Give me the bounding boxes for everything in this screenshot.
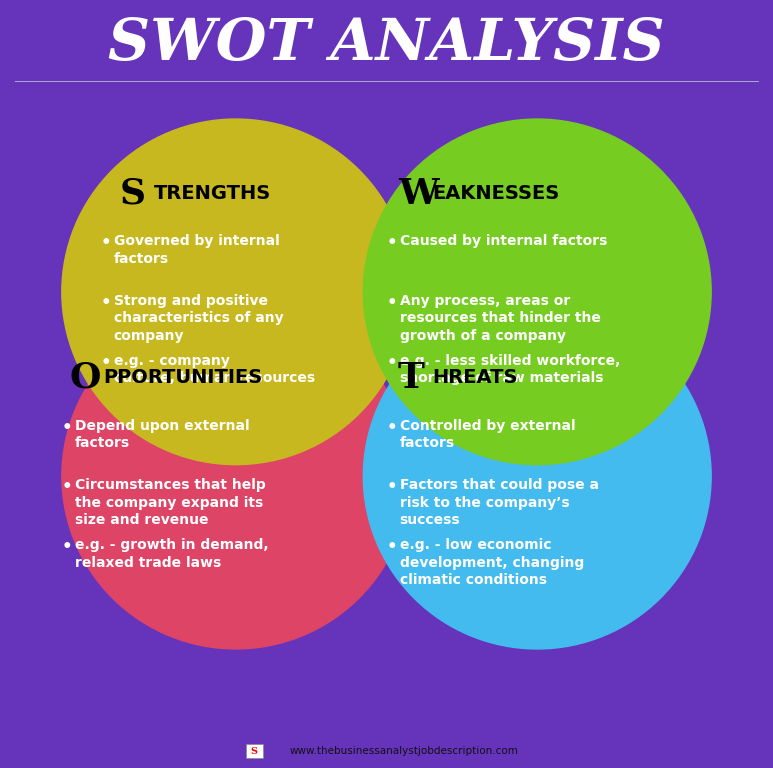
Text: Factors that could pose a
risk to the company’s
success: Factors that could pose a risk to the co… xyxy=(400,478,598,527)
Circle shape xyxy=(363,303,711,649)
Text: •: • xyxy=(100,234,111,252)
Text: Strong and positive
characteristics of any
company: Strong and positive characteristics of a… xyxy=(114,294,283,343)
Text: Depend upon external
factors: Depend upon external factors xyxy=(75,419,250,450)
Text: W: W xyxy=(398,177,439,210)
Text: S: S xyxy=(250,746,258,756)
Text: SWOT ANALYSIS: SWOT ANALYSIS xyxy=(108,16,665,73)
Text: Caused by internal factors: Caused by internal factors xyxy=(400,234,607,248)
Text: •: • xyxy=(386,419,397,436)
Text: e.g. - growth in demand,
relaxed trade laws: e.g. - growth in demand, relaxed trade l… xyxy=(75,538,268,570)
Text: PPORTUNITIES: PPORTUNITIES xyxy=(104,369,263,387)
Text: TRENGTHS: TRENGTHS xyxy=(154,184,271,203)
Text: •: • xyxy=(62,419,73,436)
Text: e.g. - company
culture, human resources: e.g. - company culture, human resources xyxy=(114,354,315,386)
Text: Circumstances that help
the company expand its
size and revenue: Circumstances that help the company expa… xyxy=(75,478,266,527)
Circle shape xyxy=(363,119,711,465)
Text: •: • xyxy=(386,538,397,556)
Text: e.g. - less skilled workforce,
shortage of raw materials: e.g. - less skilled workforce, shortage … xyxy=(400,354,620,386)
Text: HREATS: HREATS xyxy=(432,369,518,387)
Text: e.g. - low economic
development, changing
climatic conditions: e.g. - low economic development, changin… xyxy=(400,538,584,587)
Text: •: • xyxy=(100,354,111,372)
Text: •: • xyxy=(386,234,397,252)
Text: •: • xyxy=(386,478,397,496)
Text: •: • xyxy=(62,478,73,496)
Text: •: • xyxy=(62,538,73,556)
Circle shape xyxy=(62,119,410,465)
Text: O: O xyxy=(70,361,101,395)
Text: www.thebusinessanalystjobdescription.com: www.thebusinessanalystjobdescription.com xyxy=(290,746,519,756)
Text: •: • xyxy=(386,354,397,372)
Text: Controlled by external
factors: Controlled by external factors xyxy=(400,419,575,450)
Text: EAKNESSES: EAKNESSES xyxy=(432,184,560,203)
Text: S: S xyxy=(120,177,146,210)
Text: Any process, areas or
resources that hinder the
growth of a company: Any process, areas or resources that hin… xyxy=(400,294,601,343)
Text: •: • xyxy=(386,294,397,312)
Circle shape xyxy=(62,303,410,649)
Text: •: • xyxy=(100,294,111,312)
FancyBboxPatch shape xyxy=(246,744,263,758)
Text: Governed by internal
factors: Governed by internal factors xyxy=(114,234,279,266)
Text: T: T xyxy=(398,361,425,395)
